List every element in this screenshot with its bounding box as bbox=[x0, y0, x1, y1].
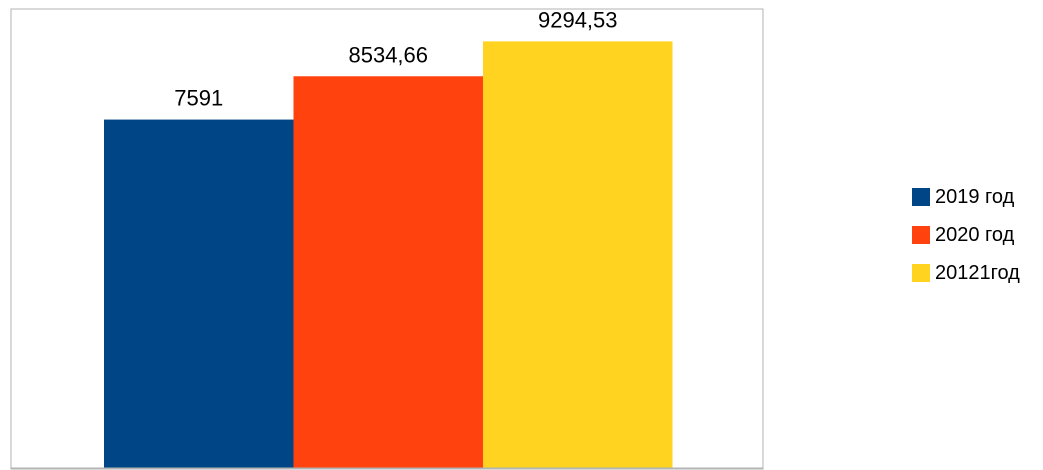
bar-series-1 bbox=[293, 76, 483, 469]
bar-series-0 bbox=[104, 119, 294, 469]
legend-swatch bbox=[912, 226, 930, 244]
data-label-series-2: 9294,53 bbox=[538, 7, 618, 32]
data-label-series-1: 8534,66 bbox=[348, 42, 428, 67]
legend-label: 2019 год bbox=[935, 185, 1015, 208]
legend: 2019 год 2020 год 20121год bbox=[912, 182, 1020, 288]
legend-item-series-2: 20121год bbox=[912, 258, 1020, 288]
legend-label: 2020 год bbox=[935, 223, 1015, 246]
legend-swatch bbox=[912, 188, 930, 206]
legend-item-series-0: 2019 год bbox=[912, 182, 1020, 212]
legend-label: 20121год bbox=[935, 261, 1020, 284]
legend-item-series-1: 2020 год bbox=[912, 220, 1020, 250]
data-labels-group: 7591 8534,66 9294,53 bbox=[174, 7, 617, 110]
legend-swatch bbox=[912, 264, 930, 282]
bars-group bbox=[104, 41, 673, 469]
bar-series-2 bbox=[483, 41, 673, 468]
plot-area-frame bbox=[10, 8, 764, 470]
data-label-series-0: 7591 bbox=[174, 86, 223, 111]
